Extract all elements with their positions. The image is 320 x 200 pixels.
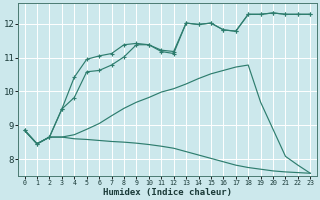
X-axis label: Humidex (Indice chaleur): Humidex (Indice chaleur) <box>103 188 232 197</box>
